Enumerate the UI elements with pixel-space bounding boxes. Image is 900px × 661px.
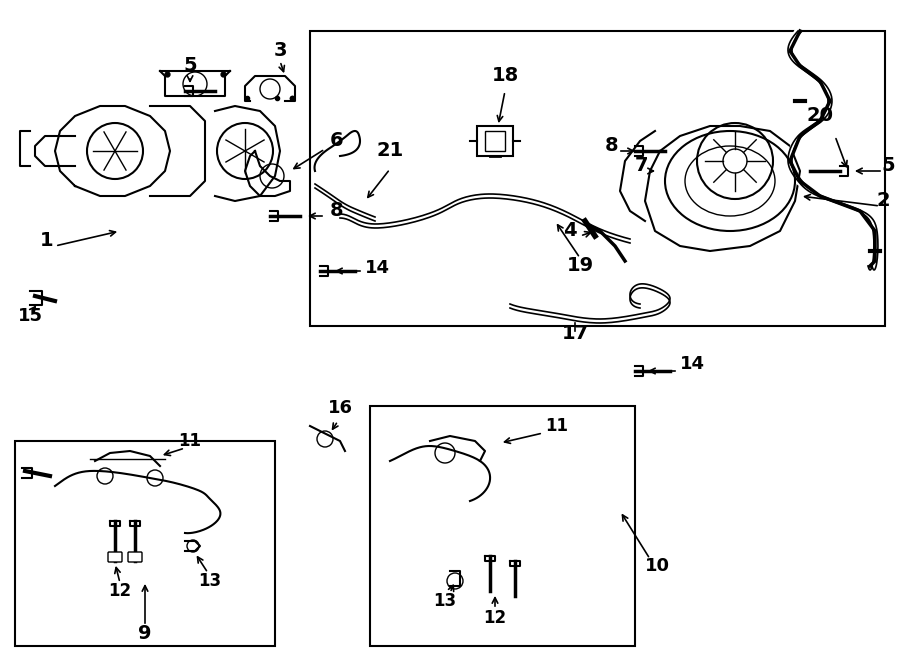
Text: 12: 12 (483, 609, 507, 627)
Text: 13: 13 (434, 592, 456, 610)
Text: 21: 21 (376, 141, 403, 160)
Text: 11: 11 (178, 432, 201, 450)
Text: 15: 15 (17, 307, 42, 325)
FancyBboxPatch shape (128, 552, 142, 562)
Bar (310, 31, 885, 326)
Text: 11: 11 (545, 417, 568, 435)
Polygon shape (150, 106, 205, 196)
Bar (477, 126, 513, 156)
Text: 12: 12 (108, 582, 131, 600)
Text: 19: 19 (566, 256, 594, 275)
Bar (370, 406, 635, 646)
Bar (485, 131, 505, 151)
Text: 6: 6 (330, 131, 344, 150)
Text: 14: 14 (365, 259, 390, 277)
Text: 4: 4 (563, 221, 577, 240)
Text: 1: 1 (40, 231, 54, 250)
Text: 10: 10 (645, 557, 670, 575)
Bar (15, 441, 275, 646)
FancyBboxPatch shape (108, 552, 122, 562)
Text: 2: 2 (877, 191, 890, 210)
Text: 20: 20 (806, 106, 833, 125)
Text: 9: 9 (139, 624, 152, 643)
Text: 3: 3 (274, 41, 287, 60)
Text: 18: 18 (491, 66, 518, 85)
Text: 17: 17 (562, 324, 589, 343)
Text: 7: 7 (635, 156, 649, 175)
Text: 8: 8 (605, 136, 618, 155)
Text: 5: 5 (184, 56, 197, 75)
Text: 13: 13 (198, 572, 221, 590)
Text: 8: 8 (330, 201, 344, 220)
Text: 5: 5 (881, 156, 895, 175)
Text: 14: 14 (680, 355, 705, 373)
Text: 16: 16 (328, 399, 353, 417)
